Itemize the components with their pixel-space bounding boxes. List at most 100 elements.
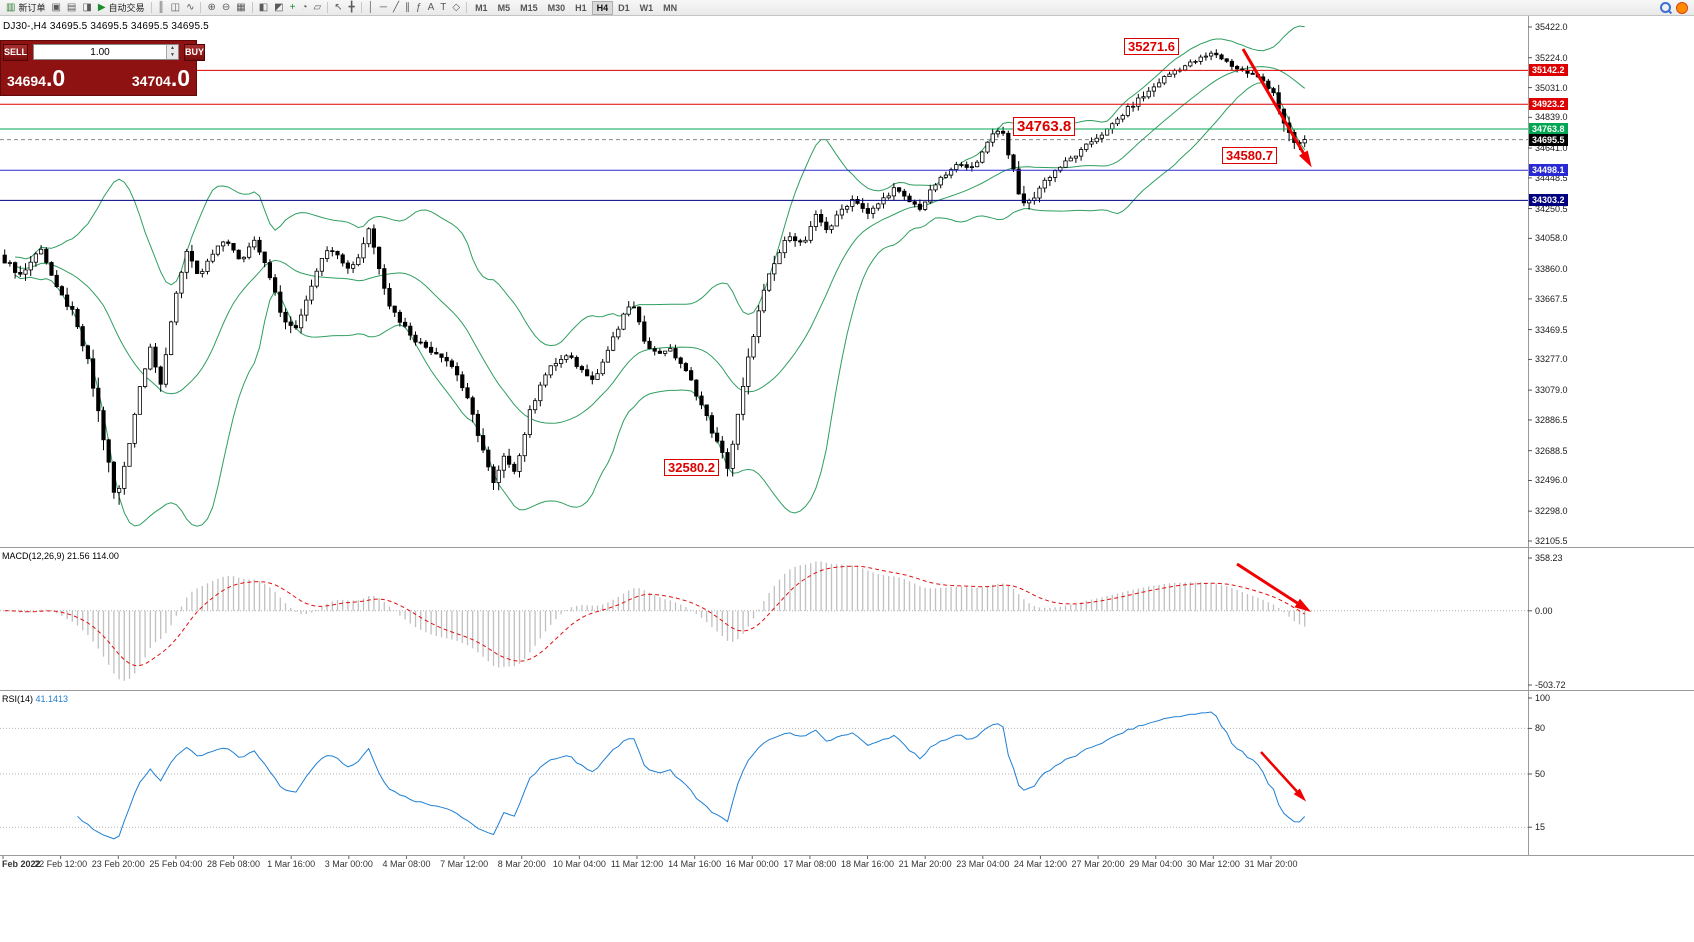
- rsi-splitter[interactable]: [0, 688, 1694, 693]
- time-axis-label: 22 Feb 12:00: [34, 859, 88, 869]
- toolbar-separator: [200, 2, 202, 13]
- price-axis-tag: 34498.1: [1529, 164, 1568, 177]
- periods-menu-button[interactable]: ◔: [298, 1, 310, 14]
- timeframe-h1-button[interactable]: H1: [575, 2, 587, 13]
- macd-indicator-label: MACD(12,26,9) 21.56 114.00: [2, 551, 119, 561]
- ask-main: 34704: [131, 73, 171, 89]
- price-axis-label: 33277.0: [1535, 354, 1568, 365]
- autotrading-button[interactable]: ▶ 自动交易: [95, 1, 148, 14]
- notification-badge[interactable]: [1676, 1, 1688, 14]
- cascade-windows-button[interactable]: ◩: [271, 1, 286, 14]
- timeframe-m5-button[interactable]: M5: [497, 2, 511, 13]
- rsi-axis-label: 50: [1535, 769, 1546, 779]
- time-axis-label: 11 Mar 12:00: [610, 859, 664, 869]
- volume-up-button[interactable]: ▲: [167, 45, 179, 52]
- main-chart-surface[interactable]: [0, 16, 1528, 547]
- price-annotation[interactable]: 35271.6: [1124, 38, 1179, 55]
- data-window-button[interactable]: ◨: [79, 1, 94, 14]
- chart-symbol-ohlc: DJ30-,H4 34695.5 34695.5 34695.5 34695.5: [3, 21, 209, 32]
- toolbar-separator: [327, 2, 329, 13]
- templates-menu-button[interactable]: ▱: [311, 1, 325, 14]
- shapes-tool-button[interactable]: ◇: [449, 1, 463, 14]
- time-axis-label: 23 Feb 20:00: [91, 859, 145, 869]
- timeframe-d1-button[interactable]: D1: [618, 2, 630, 13]
- price-axis-label: 33667.5: [1535, 293, 1568, 304]
- chart-windows-icon: ▣: [51, 1, 61, 13]
- timeframe-h4-button[interactable]: H4: [591, 0, 614, 15]
- crosshair-tool-button[interactable]: ╋: [346, 1, 358, 14]
- price-annotation[interactable]: 34763.8: [1013, 117, 1076, 136]
- time-axis-label: 16 Mar 00:00: [725, 859, 779, 869]
- macd-panel-surface[interactable]: [0, 548, 1528, 690]
- rsi-line: [77, 711, 1306, 840]
- fibonacci-tool-button[interactable]: ƒ: [413, 1, 425, 14]
- timeframe-mn-button[interactable]: MN: [663, 2, 678, 13]
- volume-down-button[interactable]: ▼: [167, 52, 179, 59]
- price-annotation[interactable]: 34580.7: [1222, 147, 1277, 164]
- volume-input[interactable]: [34, 45, 167, 59]
- bid-main: 34694: [7, 73, 46, 89]
- timeframe-m1-button[interactable]: M1: [475, 2, 488, 13]
- text-tool-icon: A: [427, 1, 435, 13]
- price-annotation[interactable]: 32580.2: [664, 459, 719, 476]
- price-axis-label: 35031.0: [1535, 82, 1568, 93]
- time-axis-label: 10 Mar 04:00: [552, 859, 606, 869]
- data-window-icon: ◨: [82, 1, 92, 13]
- timeframe-m30-button[interactable]: M30: [547, 2, 566, 13]
- grid-toggle-icon: ▦: [236, 1, 246, 13]
- vertical-line-tool-icon: │: [367, 1, 374, 13]
- time-axis-label: 4 Mar 08:00: [382, 859, 431, 869]
- price-axis-label: 35422.0: [1535, 22, 1568, 32]
- tile-windows-button[interactable]: ◧: [256, 1, 271, 14]
- sell-button[interactable]: SELL: [3, 43, 29, 61]
- price-axis-label: 32886.5: [1535, 414, 1568, 425]
- price-axis-label: 34058.0: [1535, 233, 1568, 244]
- profiles-button[interactable]: ▤: [64, 1, 79, 14]
- price-axis-label: 33469.5: [1535, 324, 1568, 335]
- macd-splitter[interactable]: [0, 545, 1694, 550]
- channel-tool-button[interactable]: ∥: [402, 1, 413, 14]
- periods-menu-icon: ◔: [301, 1, 308, 13]
- time-axis-label: Feb 2022: [2, 859, 41, 869]
- panel-separators: [0, 16, 1694, 856]
- time-axis-label: 3 Mar 00:00: [324, 859, 373, 869]
- grid-toggle-button[interactable]: ▦: [233, 1, 248, 14]
- vertical-line-tool-button[interactable]: │: [365, 1, 377, 14]
- time-axis-label: 31 Mar 20:00: [1244, 859, 1298, 869]
- new-order-icon: ▥: [6, 1, 16, 13]
- timeframe-m15-button[interactable]: M15: [520, 2, 538, 13]
- zoom-in-icon: ⊕: [207, 1, 216, 13]
- line-chart-type-button[interactable]: ∿: [183, 1, 197, 14]
- time-axis-label: 28 Feb 08:00: [207, 859, 261, 869]
- bar-chart-type-button[interactable]: ║: [155, 1, 168, 14]
- label-tool-button[interactable]: T: [437, 1, 449, 14]
- horizontal-line-tool-button[interactable]: ─: [377, 1, 390, 14]
- time-axis-label: 14 Mar 16:00: [668, 859, 722, 869]
- chart-windows-button[interactable]: ▣: [48, 1, 63, 14]
- add-indicator-button[interactable]: +: [287, 1, 299, 14]
- price-axis-label: 33079.0: [1535, 385, 1568, 396]
- price-axis-tag: 34303.2: [1529, 194, 1568, 207]
- templates-menu-icon: ▱: [313, 1, 322, 13]
- line-chart-type-icon: ∿: [186, 1, 195, 13]
- rsi-panel-surface[interactable]: [0, 691, 1528, 855]
- text-tool-button[interactable]: A: [425, 1, 438, 14]
- zoom-out-button[interactable]: ⊖: [219, 1, 233, 14]
- timeframe-w1-button[interactable]: W1: [639, 2, 654, 13]
- candlestick-chart-type-button[interactable]: ◫: [168, 1, 183, 14]
- horizontal-line-tool-icon: ─: [379, 1, 387, 13]
- toolbar-separator: [360, 2, 362, 13]
- cursor-tool-button[interactable]: ↖: [331, 1, 345, 14]
- search-icon[interactable]: [1660, 2, 1671, 13]
- zoom-in-button[interactable]: ⊕: [204, 1, 218, 14]
- candlesticks: [2, 49, 1307, 505]
- buy-button[interactable]: BUY: [184, 43, 206, 61]
- price-axis-label: 34448.5: [1535, 172, 1568, 183]
- price-axis-label: 32496.0: [1535, 475, 1568, 486]
- trendline-tool-button[interactable]: ╱: [390, 1, 402, 14]
- price-axis-label: 34839.0: [1535, 112, 1568, 123]
- new-order-button[interactable]: ▥ 新订单: [3, 1, 48, 14]
- trend-arrows[interactable]: [1236, 48, 1312, 802]
